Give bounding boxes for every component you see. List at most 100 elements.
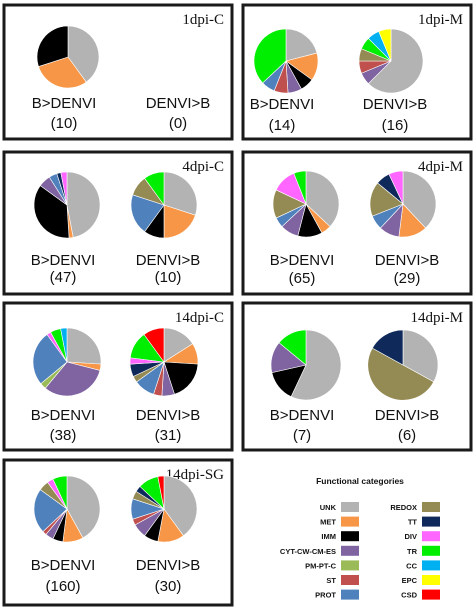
pie-label: B>DENVI: [32, 95, 97, 112]
legend-label: TR: [407, 547, 418, 556]
legend-item-tt: TT: [408, 516, 440, 527]
pie-slice-imm: [33, 185, 70, 239]
pie-count: (29): [394, 270, 421, 287]
pie-slice-unk: [66, 327, 102, 365]
pie-count: (0): [169, 115, 187, 132]
pie-slice-unk: [402, 170, 437, 229]
pie-denvi-gt-b: DENVI>B (30): [130, 475, 201, 595]
legend-label: CC: [406, 561, 417, 570]
legend-label: REDOX: [390, 503, 417, 512]
pie-count: (7): [293, 427, 311, 444]
legend-label: EPC: [402, 576, 418, 585]
legend-swatch: [422, 545, 440, 556]
pie-slice-unk: [402, 329, 439, 383]
pie-b-gt-denvi: B>DENVI (7): [270, 329, 342, 444]
pie-b-gt-denvi: B>DENVI (14): [250, 28, 319, 134]
legend-label: ST: [326, 576, 336, 585]
pie-label: B>DENVI: [270, 407, 335, 424]
pie-slice-unk: [67, 25, 100, 83]
pie-slice-csd: [143, 327, 165, 363]
legend-item-prot: PROT: [315, 589, 359, 600]
panel-14dpi-sg: 14dpi-SG B>DENVI (160) DENVI>B (30): [2, 458, 234, 607]
pie-count: (14): [269, 117, 296, 134]
pie-label: DENVI>B: [146, 95, 211, 112]
pie-denvi-gt-b: DENVI>B(29): [369, 170, 440, 287]
panel-title: 14dpi-M: [411, 310, 464, 326]
pie-slice-tr: [144, 171, 165, 206]
panel-title: 4dpi-C: [182, 159, 224, 175]
pie-denvi-gt-b: DENVI>B (6): [367, 329, 440, 444]
panel-title: 1dpi-C: [182, 12, 224, 28]
legend-swatch: [341, 560, 359, 571]
pie-slice-met: [163, 204, 196, 239]
pie-denvi-gt-b: DENVI>B (0): [146, 95, 211, 132]
pie-b-gt-denvi: B>DENVI (160): [31, 475, 101, 595]
legend-item-epc: EPC: [402, 575, 440, 585]
pie-slice-tr: [52, 475, 68, 510]
pie-slice-prot: [32, 334, 68, 385]
legend-label: UNK: [320, 503, 337, 512]
pie-count: (16): [382, 117, 409, 134]
pie-count: (31): [155, 427, 182, 444]
pie-slice-epc: [378, 28, 392, 62]
pie-slice-imm: [163, 361, 199, 395]
legend-swatch: [341, 531, 359, 542]
legend-swatch: [422, 575, 440, 585]
pie-count: (10): [51, 115, 78, 132]
pie-label: DENVI>B: [136, 557, 201, 574]
pie-slice-unk: [290, 329, 342, 401]
pie-slice-met: [38, 56, 87, 89]
legend-swatch: [341, 545, 359, 556]
legend-item-csd: CSD: [401, 589, 440, 600]
pie-label: DENVI>B: [136, 407, 201, 424]
pie-count: (6): [398, 427, 416, 444]
pie-label: DENVI>B: [363, 96, 428, 113]
panel-title: 14dpi-C: [175, 310, 224, 326]
legend-swatch: [422, 516, 440, 527]
panel-title: 1dpi-M: [418, 12, 463, 28]
legend-label: CSD: [401, 591, 417, 600]
legend-item-cyt-cw-cm-es: CYT-CW-CM-ES: [280, 545, 359, 556]
panel-4dpi-c: 4dpi-C B>DENVI(47) DENVI>B(10): [2, 150, 234, 296]
panel-14dpi-m: 14dpi-M B>DENVI (7) DENVI>B (6): [241, 301, 473, 452]
legend-swatch: [341, 575, 359, 585]
pie-label: DENVI>B: [375, 407, 440, 424]
pie-slice-tr: [293, 170, 307, 205]
pie-slice-tr: [278, 329, 307, 366]
pie-slice-unk: [285, 28, 318, 62]
panel-4dpi-m: 4dpi-M B>DENVI(65) DENVI>B(29): [241, 150, 473, 296]
legend-label: MET: [320, 518, 336, 527]
pie-b-gt-denvi: B>DENVI (10): [32, 25, 100, 132]
panel-title: 14dpi-SG: [166, 467, 225, 483]
pie-slice-unk: [163, 475, 198, 537]
legend-label: PROT: [315, 591, 336, 600]
pie-slice-unk: [66, 171, 101, 238]
panel-title: 4dpi-M: [418, 159, 463, 175]
pie-label: B>DENVI: [270, 252, 335, 269]
pie-count: (30): [155, 578, 182, 595]
legend-label: DIV: [404, 532, 417, 541]
pie-slice-csd: [157, 475, 165, 510]
pie-slice-redox: [367, 347, 435, 401]
pie-count: (65): [289, 270, 316, 287]
legend-swatch: [341, 589, 359, 600]
pie-slice-cc: [60, 327, 68, 363]
pie-slice-prot: [130, 194, 165, 233]
legend-swatch: [422, 560, 440, 571]
legend-item-tr: TR: [407, 545, 440, 556]
legend-label: CYT-CW-CM-ES: [280, 547, 336, 556]
pie-count: (10): [155, 269, 182, 286]
pie-b-gt-denvi: B>DENVI(65): [270, 170, 340, 287]
pie-label: B>DENVI: [250, 96, 315, 113]
legend: Functional categories UNK MET IMM CYT-CW-CM-…: [280, 476, 440, 600]
pie-count: (160): [45, 578, 80, 595]
pie-slice-tr: [253, 28, 287, 84]
legend-swatch: [422, 589, 440, 600]
legend-swatch: [341, 516, 359, 527]
pie-denvi-gt-b: DENVI>B(10): [130, 171, 200, 286]
pie-count: (38): [50, 427, 77, 444]
panel-1dpi-m: 1dpi-M B>DENVI (14) DENVI>B (16): [241, 3, 473, 141]
pie-label: B>DENVI: [31, 252, 96, 269]
pie-slice-cyt-cw-cm-es: [44, 361, 101, 397]
pie-label: DENVI>B: [375, 252, 440, 269]
